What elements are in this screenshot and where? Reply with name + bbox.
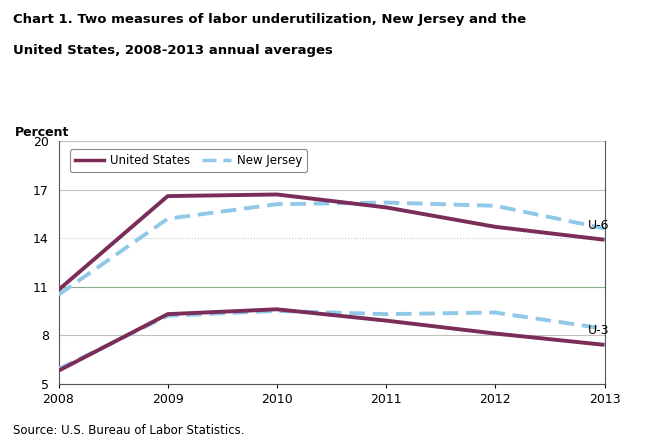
Text: Chart 1. Two measures of labor underutilization, New Jersey and the: Chart 1. Two measures of labor underutil… (13, 13, 526, 26)
Text: Percent: Percent (15, 126, 69, 138)
Text: United States, 2008-2013 annual averages: United States, 2008-2013 annual averages (13, 44, 333, 57)
Legend: United States, New Jersey: United States, New Jersey (70, 149, 307, 172)
Text: Source: U.S. Bureau of Labor Statistics.: Source: U.S. Bureau of Labor Statistics. (13, 424, 244, 437)
Text: U-6: U-6 (588, 219, 610, 232)
Text: U-3: U-3 (588, 324, 610, 337)
